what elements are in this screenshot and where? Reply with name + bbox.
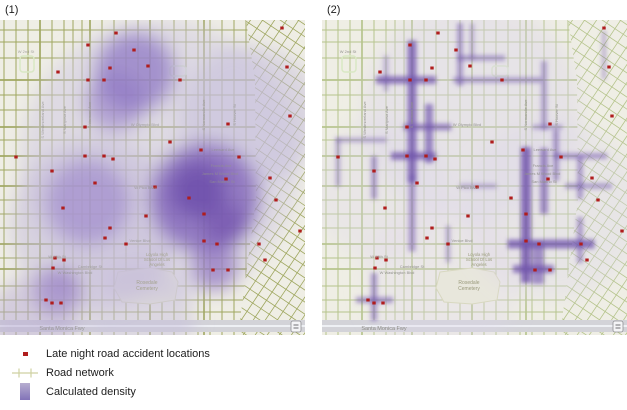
svg-text:Loyola High: Loyola High bbox=[468, 252, 491, 257]
svg-text:San Marino St: San Marino St bbox=[209, 179, 235, 184]
svg-text:Angeles: Angeles bbox=[471, 262, 486, 267]
legend-row-roads: Road network bbox=[10, 363, 210, 382]
svg-text:W Pico Blvd: W Pico Blvd bbox=[456, 185, 478, 190]
svg-text:Leeward Ave: Leeward Ave bbox=[533, 147, 557, 152]
svg-text:S Normandie Ave: S Normandie Ave bbox=[523, 99, 528, 131]
svg-text:Cemetery: Cemetery bbox=[458, 286, 480, 292]
svg-text:Francis Ave: Francis Ave bbox=[533, 163, 555, 168]
svg-text:W Washington Blvd: W Washington Blvd bbox=[58, 270, 93, 275]
svg-text:W 15th St: W 15th St bbox=[48, 254, 66, 259]
svg-text:S Mariposa Ave: S Mariposa Ave bbox=[62, 105, 67, 134]
svg-text:W Pico Blvd: W Pico Blvd bbox=[134, 185, 156, 190]
svg-text:Cemetery: Cemetery bbox=[136, 286, 158, 292]
svg-text:W Washington Blvd: W Washington Blvd bbox=[380, 270, 415, 275]
svg-text:W 15th St: W 15th St bbox=[370, 254, 388, 259]
svg-text:S Vermont Ave: S Vermont Ave bbox=[87, 101, 92, 128]
svg-text:Francis Ave: Francis Ave bbox=[211, 163, 233, 168]
legend-row-density: Calculated density bbox=[10, 382, 210, 401]
density-gradient-icon bbox=[10, 383, 40, 400]
svg-text:Rosedale: Rosedale bbox=[136, 280, 157, 286]
svg-text:Venice Blvd: Venice Blvd bbox=[452, 238, 473, 243]
legend-label-accidents: Late night road accident locations bbox=[46, 347, 210, 360]
svg-text:San Marino St: San Marino St bbox=[531, 179, 557, 184]
maps-row: (1) Santa Monica Fwy Rosedale Cemetery Loyo… bbox=[0, 0, 627, 335]
svg-text:Venice Blvd: Venice Blvd bbox=[130, 238, 151, 243]
svg-text:W Olympic Blvd: W Olympic Blvd bbox=[453, 122, 481, 127]
svg-text:Leeward Ave: Leeward Ave bbox=[211, 147, 235, 152]
panel-network-density: (2) Santa Monica Fwy Rosedale Cemetery Loyo… bbox=[322, 0, 627, 335]
svg-text:School Of Los: School Of Los bbox=[466, 257, 492, 262]
svg-text:S Vermont Ave: S Vermont Ave bbox=[409, 101, 414, 128]
svg-text:Angeles: Angeles bbox=[149, 262, 164, 267]
svg-text:Cambridge St: Cambridge St bbox=[400, 264, 425, 269]
svg-text:W Olympic Blvd: W Olympic Blvd bbox=[131, 122, 159, 127]
svg-text:Santa Monica Fwy: Santa Monica Fwy bbox=[39, 326, 84, 332]
panel-kernel-density: (1) Santa Monica Fwy Rosedale Cemetery Loyo… bbox=[0, 0, 305, 335]
svg-text:Cambridge St: Cambridge St bbox=[78, 264, 103, 269]
svg-text:S Normandie Ave: S Normandie Ave bbox=[201, 99, 206, 131]
legend-label-density: Calculated density bbox=[46, 385, 136, 398]
svg-text:S Westmoreland Ave: S Westmoreland Ave bbox=[40, 101, 45, 139]
svg-text:School Of Los: School Of Los bbox=[144, 257, 170, 262]
svg-text:S Hoover St: S Hoover St bbox=[232, 103, 237, 125]
svg-text:James M Wood Blvd: James M Wood Blvd bbox=[202, 171, 239, 176]
accident-point-icon bbox=[10, 351, 40, 356]
svg-text:Santa Monica Fwy: Santa Monica Fwy bbox=[361, 326, 406, 332]
panel-1-label: (1) bbox=[5, 4, 19, 16]
svg-text:Loyola High: Loyola High bbox=[146, 252, 169, 257]
road-network-icon bbox=[10, 367, 40, 379]
svg-text:W 2nd St: W 2nd St bbox=[18, 49, 35, 54]
svg-text:S Mariposa Ave: S Mariposa Ave bbox=[384, 105, 389, 134]
svg-text:James M Wood Blvd: James M Wood Blvd bbox=[524, 171, 561, 176]
panel-2-label: (2) bbox=[327, 4, 341, 16]
legend-row-accidents: Late night road accident locations bbox=[10, 344, 210, 363]
legend-label-roads: Road network bbox=[46, 366, 114, 379]
svg-text:Rosedale: Rosedale bbox=[458, 280, 479, 286]
svg-text:S Westmoreland Ave: S Westmoreland Ave bbox=[362, 101, 367, 139]
svg-text:S Hoover St: S Hoover St bbox=[554, 103, 559, 125]
legend: Late night road accident locations Road … bbox=[10, 344, 210, 401]
svg-text:W 2nd St: W 2nd St bbox=[340, 49, 357, 54]
